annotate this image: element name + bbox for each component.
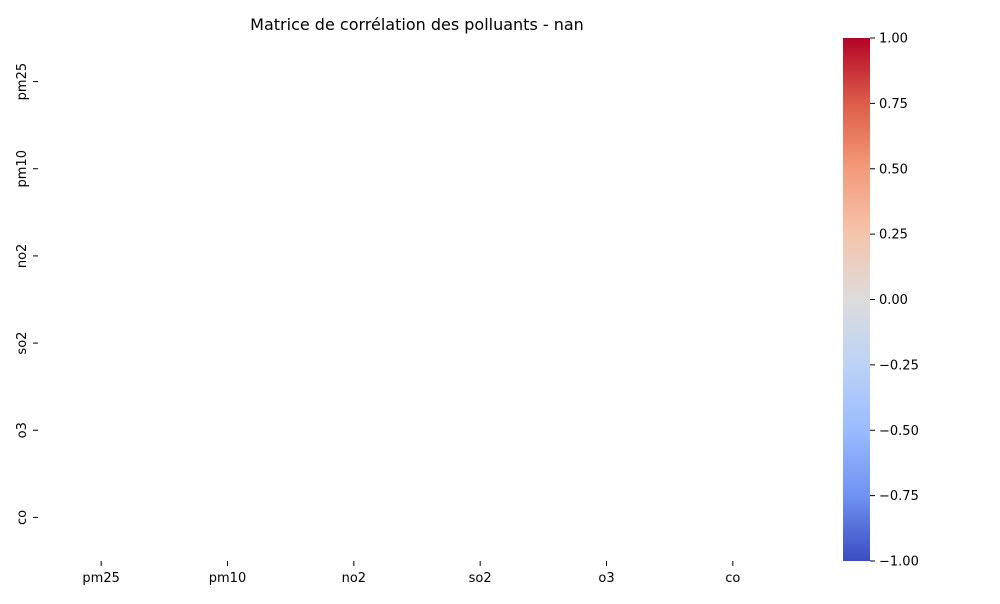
x-tick-label: no2 [342, 571, 366, 586]
heatmap-cell [417, 387, 543, 474]
colorbar-tick-label: −0.75 [879, 489, 919, 504]
heatmap-cell [417, 125, 543, 212]
heatmap-cell [417, 300, 543, 387]
colorbar-tick-label: 0.00 [879, 293, 908, 308]
y-tick-label: so2 [15, 332, 30, 355]
x-tick-label: pm10 [209, 571, 246, 586]
colorbar-tick-label: −0.50 [879, 424, 919, 439]
y-tick-label: no2 [15, 244, 30, 268]
heatmap-cell [291, 387, 417, 474]
heatmap-cell [291, 38, 417, 125]
colorbar-tick-label: 0.50 [879, 162, 908, 177]
heatmap-cell [164, 300, 290, 387]
colorbar: 1.00 0.75 0.50 0.25 0.00 −0.25 −0.50 −0.75 −1.00 [843, 32, 919, 570]
heatmap-cell [291, 474, 417, 561]
y-tick-label: pm25 [15, 63, 30, 100]
heatmap-cell [291, 300, 417, 387]
heatmap-cell [417, 212, 543, 299]
heatmap-cell [38, 212, 164, 299]
colorbar-tick-label: −0.25 [879, 358, 919, 373]
heatmap-cell [164, 387, 290, 474]
x-tick-label: pm25 [82, 571, 119, 586]
y-tick-label: o3 [15, 422, 30, 438]
x-tick-label: co [725, 571, 740, 586]
heatmap-cell [670, 125, 796, 212]
heatmap-cell [543, 212, 669, 299]
heatmap-cell [38, 38, 164, 125]
heatmap-cells [38, 38, 796, 561]
y-tick-label: co [15, 510, 30, 525]
heatmap-cell [670, 387, 796, 474]
heatmap-cell [543, 474, 669, 561]
heatmap-cell [543, 387, 669, 474]
heatmap-cell [417, 38, 543, 125]
heatmap-cell [543, 125, 669, 212]
heatmap-cell [417, 474, 543, 561]
heatmap-cell [164, 125, 290, 212]
x-tick-label: so2 [469, 571, 492, 586]
colorbar-tick-label: 0.25 [879, 228, 908, 243]
y-tick-label: pm10 [15, 150, 30, 187]
heatmap-cell [38, 300, 164, 387]
x-tick-label: o3 [598, 571, 614, 586]
heatmap-cell [38, 125, 164, 212]
heatmap-cell [38, 387, 164, 474]
heatmap-cell [164, 474, 290, 561]
heatmap-cell [670, 300, 796, 387]
chart-title: Matrice de corrélation des polluants - n… [250, 15, 584, 34]
heatmap-cell [291, 212, 417, 299]
colorbar-ticks: 1.00 0.75 0.50 0.25 0.00 −0.25 −0.50 −0.75 −1.00 [870, 32, 919, 570]
heatmap-cell [670, 474, 796, 561]
heatmap-cell [543, 38, 669, 125]
heatmap-cell [670, 38, 796, 125]
heatmap-cell [164, 38, 290, 125]
heatmap-cell [291, 125, 417, 212]
y-axis: pm25 pm10 no2 so2 o3 co [15, 63, 38, 525]
heatmap-cell [38, 474, 164, 561]
heatmap-cell [670, 212, 796, 299]
x-axis: pm25 pm10 no2 so2 o3 co [82, 561, 740, 586]
heatmap-cell [543, 300, 669, 387]
colorbar-tick-label: 0.75 [879, 97, 908, 112]
colorbar-tick-label: 1.00 [879, 32, 908, 47]
heatmap-cell [164, 212, 290, 299]
colorbar-tick-label: −1.00 [879, 555, 919, 570]
colorbar-bar [843, 38, 870, 561]
